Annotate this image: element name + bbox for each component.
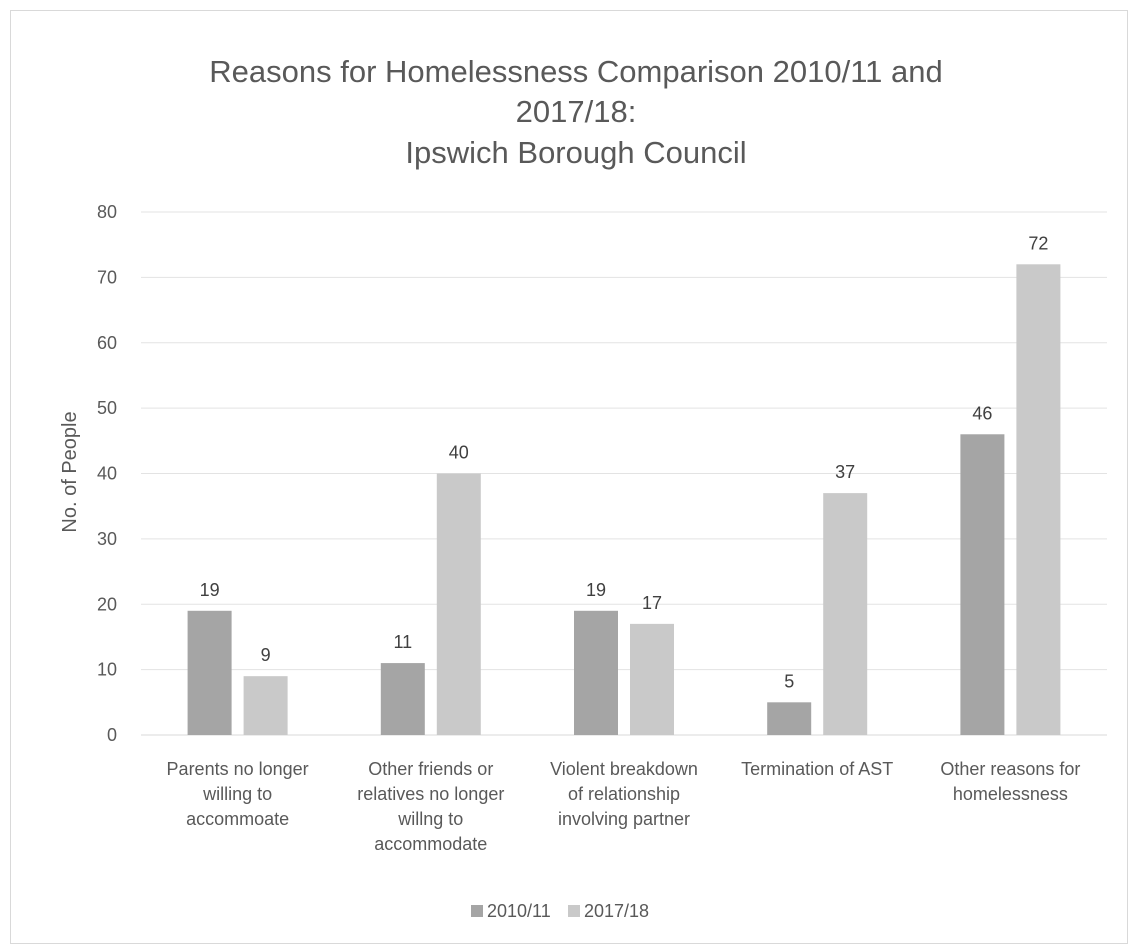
chart-title-line-3: Ipswich Borough Council xyxy=(405,135,746,170)
bar-2017-18-4 xyxy=(823,493,868,735)
data-label: 46 xyxy=(972,403,992,423)
x-category-label: of relationship xyxy=(568,784,680,804)
data-label: 9 xyxy=(261,645,271,665)
chart-title-line-1: Reasons for Homelessness Comparison 2010… xyxy=(209,54,943,89)
x-category-label: accommodate xyxy=(374,834,487,854)
y-tick-label: 30 xyxy=(97,529,117,549)
legend-swatch xyxy=(471,905,483,917)
y-tick-label: 50 xyxy=(97,398,117,418)
bar-2017-18-2 xyxy=(436,473,481,735)
y-tick-label: 0 xyxy=(107,725,117,745)
legend: 2010/11 2017/18 xyxy=(471,901,649,921)
data-label: 11 xyxy=(393,632,412,652)
bar-2010-11-1 xyxy=(187,610,232,735)
y-tick-label: 60 xyxy=(97,333,117,353)
x-category-label: Other friends or xyxy=(368,759,493,779)
chart-title: Reasons for Homelessness Comparison 2010… xyxy=(209,54,943,170)
x-category-label: Parents no longer xyxy=(167,759,309,779)
x-category-label: accommoate xyxy=(186,809,289,829)
data-label: 19 xyxy=(200,580,220,600)
data-label: 37 xyxy=(835,462,855,482)
x-category-label: Termination of AST xyxy=(741,759,893,779)
x-category-label: relatives no longer xyxy=(357,784,504,804)
legend-label: 2010/11 xyxy=(487,901,551,921)
bar-2010-11-3 xyxy=(574,610,618,735)
y-tick-label: 80 xyxy=(97,202,117,222)
bar-2017-18-3 xyxy=(630,623,674,735)
chart-frame xyxy=(10,10,1128,944)
gridlines xyxy=(141,211,1107,736)
bar-2010-11-4 xyxy=(767,702,812,735)
y-tick-label: 20 xyxy=(97,594,117,614)
data-label: 19 xyxy=(586,580,606,600)
y-tick-label: 70 xyxy=(97,267,117,287)
x-category-label: involving partner xyxy=(558,809,690,829)
y-axis-ticks: 0 10 20 30 40 50 60 70 80 xyxy=(97,202,117,745)
y-tick-label: 40 xyxy=(97,464,117,484)
y-tick-label: 10 xyxy=(97,660,117,680)
bar-2017-18-5 xyxy=(1016,264,1061,735)
x-category-label: willng to xyxy=(397,809,463,829)
data-label: 40 xyxy=(449,443,469,463)
x-category-label: Other reasons for xyxy=(940,759,1080,779)
legend-label: 2017/18 xyxy=(584,901,649,921)
data-label: 72 xyxy=(1028,233,1048,253)
x-axis-categories: Parents no longer willing to accommoate Oth… xyxy=(167,759,1081,854)
x-category-label: Violent breakdown xyxy=(550,759,698,779)
x-category-label: homelessness xyxy=(953,784,1068,804)
x-category-label: willing to xyxy=(202,784,272,804)
data-label: 17 xyxy=(642,593,662,613)
data-label: 5 xyxy=(784,671,794,691)
bar-2010-11-5 xyxy=(960,434,1005,735)
bars xyxy=(187,264,1061,735)
bar-2017-18-1 xyxy=(243,676,288,735)
bar-2010-11-2 xyxy=(380,663,425,735)
legend-swatch xyxy=(568,905,580,917)
y-axis-label: No. of People xyxy=(59,411,81,532)
chart-title-line-2: 2017/18: xyxy=(516,94,637,129)
data-labels: 19 9 11 40 19 17 5 37 46 72 xyxy=(200,233,1049,691)
